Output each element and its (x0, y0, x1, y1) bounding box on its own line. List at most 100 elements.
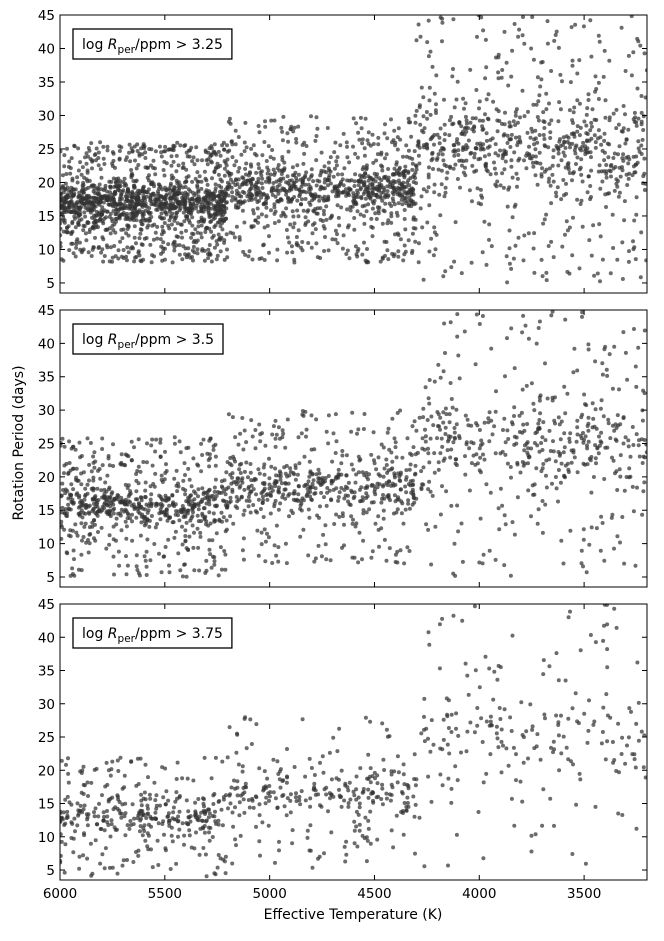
data-point (230, 190, 235, 195)
data-point (199, 202, 204, 207)
data-point (174, 777, 179, 781)
data-point (286, 493, 291, 498)
data-point (331, 487, 336, 492)
data-point (438, 415, 443, 420)
data-point (310, 222, 315, 227)
data-point (493, 557, 498, 562)
data-point (524, 441, 529, 446)
data-point (199, 469, 204, 474)
data-point (110, 255, 115, 260)
data-point (258, 439, 263, 444)
data-point (172, 248, 177, 253)
data-point (99, 525, 104, 530)
data-point (408, 462, 413, 467)
data-point (200, 486, 205, 491)
data-point (219, 510, 224, 515)
y-tick-label: 30 (38, 108, 55, 124)
data-point (211, 216, 216, 221)
data-point (90, 524, 95, 529)
data-point (236, 135, 241, 139)
data-point (143, 150, 148, 155)
data-point (349, 429, 354, 434)
data-point (161, 240, 166, 245)
data-point (634, 123, 639, 128)
data-point (162, 159, 167, 164)
data-point (70, 500, 75, 505)
data-point (230, 415, 235, 420)
data-point (413, 113, 418, 118)
data-point (636, 139, 641, 144)
data-point (339, 461, 344, 466)
data-point (583, 434, 588, 439)
data-point (238, 199, 243, 204)
data-point (179, 230, 184, 235)
data-point (411, 492, 416, 497)
data-point (579, 198, 584, 203)
data-point (380, 255, 385, 260)
data-point (644, 68, 647, 73)
data-point (169, 163, 174, 168)
data-point (599, 142, 604, 147)
data-point (614, 126, 619, 131)
data-point (143, 495, 148, 500)
data-point (275, 258, 280, 263)
data-point (526, 461, 530, 466)
data-point (483, 37, 488, 42)
data-point (202, 205, 206, 210)
data-point (558, 480, 563, 485)
data-point (586, 415, 591, 420)
data-point (544, 91, 549, 96)
data-point (314, 134, 319, 138)
data-point (138, 824, 143, 829)
data-point (402, 243, 407, 248)
data-point (144, 460, 149, 465)
data-point (320, 219, 325, 223)
data-point (469, 150, 474, 155)
data-point (132, 816, 137, 821)
data-point (62, 153, 67, 158)
data-point (65, 185, 70, 190)
data-point (438, 512, 443, 517)
data-point (543, 502, 548, 507)
data-point (314, 158, 319, 163)
data-point (69, 195, 74, 200)
data-point (111, 807, 116, 812)
data-point (164, 192, 169, 197)
data-point (116, 494, 121, 498)
data-point (264, 205, 269, 210)
data-point (308, 494, 312, 499)
data-point (417, 105, 422, 110)
data-point (338, 190, 343, 195)
data-point (557, 139, 562, 144)
data-point (122, 773, 127, 778)
data-point (149, 182, 154, 186)
data-point (157, 551, 161, 556)
data-point (213, 189, 218, 194)
data-point (524, 383, 529, 388)
data-point (189, 145, 194, 150)
data-point (404, 475, 409, 480)
data-point (66, 203, 71, 208)
data-point (446, 439, 450, 444)
data-point (176, 163, 181, 168)
data-point (403, 507, 408, 512)
data-point (104, 489, 109, 494)
data-point (234, 224, 239, 229)
data-point (140, 204, 145, 209)
data-point (422, 126, 427, 131)
data-point (182, 219, 187, 224)
data-point (412, 149, 417, 154)
data-point (640, 512, 645, 517)
data-point (412, 496, 417, 500)
data-point (391, 511, 396, 516)
data-point (399, 511, 404, 516)
data-point (426, 527, 431, 532)
data-point (93, 504, 98, 509)
data-point (166, 242, 171, 247)
data-point (297, 187, 302, 192)
data-point (86, 250, 91, 255)
data-point (321, 532, 326, 537)
data-point (324, 217, 329, 222)
data-point (611, 246, 616, 250)
data-point (594, 87, 599, 91)
